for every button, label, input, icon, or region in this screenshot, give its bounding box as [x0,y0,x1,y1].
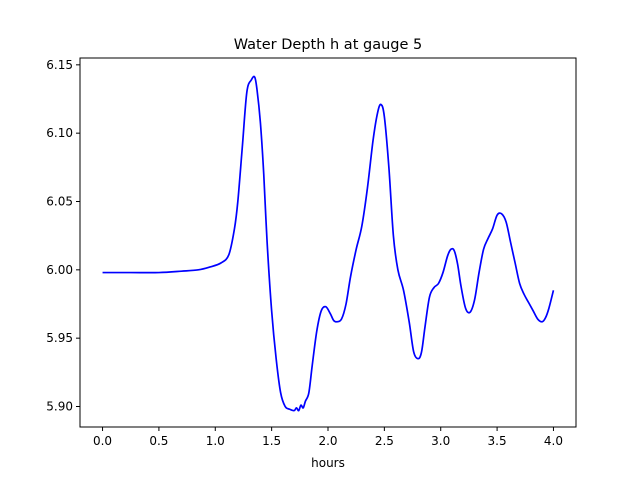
y-tick-label: 6.10 [46,126,73,140]
chart-title: Water Depth h at gauge 5 [234,37,422,53]
axis-ticks-layer: 0.0 0.5 1.0 1.5 2.0 2.5 3.0 3.5 4.0 5.90 5.95 6.00 6… [46,58,563,448]
plot-layer [102,75,555,412]
x-tick-label: 3.5 [488,434,507,448]
x-tick-label: 3.0 [431,434,450,448]
x-tick-label: 2.0 [318,434,337,448]
series-line [102,75,555,412]
y-tick-label: 6.15 [46,58,73,72]
x-tick-label: 0.5 [149,434,168,448]
x-tick-label: 1.5 [262,434,281,448]
x-tick-label: 1.0 [206,434,225,448]
x-axis-label: hours [311,456,345,470]
x-tick-label: 0.0 [93,434,112,448]
x-tick-label: 2.5 [375,434,394,448]
y-tick-label: 6.00 [46,263,73,277]
plot-area-frame [79,57,577,428]
y-tick-label: 6.05 [46,195,73,209]
y-tick-label: 5.90 [46,400,73,414]
x-tick-label: 4.0 [544,434,563,448]
y-tick-label: 5.95 [46,331,73,345]
